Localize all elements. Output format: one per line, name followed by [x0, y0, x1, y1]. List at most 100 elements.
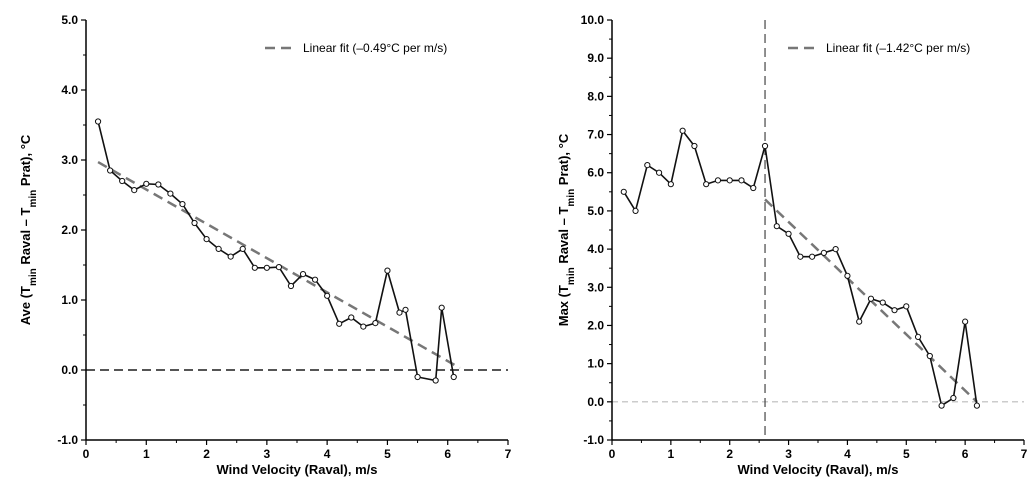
- data-point: [438, 304, 445, 311]
- legend-label: Linear fit (–1.42°C per m/s): [826, 41, 970, 55]
- data-point: [414, 373, 421, 381]
- data-point: [903, 303, 910, 310]
- data-point: [785, 230, 792, 237]
- data-point: [879, 299, 886, 306]
- data-point: [891, 307, 898, 314]
- y-tick-label: 1.0: [587, 357, 604, 371]
- data-point: [773, 223, 780, 230]
- data-point: [962, 318, 969, 325]
- data-point: [131, 187, 138, 194]
- data-point: [856, 318, 863, 325]
- x-tick-label: 3: [264, 447, 271, 461]
- data-point: [867, 295, 875, 302]
- data-series-line: [623, 128, 978, 407]
- y-tick-label: 10.0: [581, 13, 605, 27]
- data-point: [938, 402, 945, 409]
- y-tick-label: 0.0: [61, 363, 78, 377]
- data-point: [94, 118, 102, 125]
- x-tick-label: 1: [668, 447, 675, 461]
- y-axis-title-part: Raval – T: [556, 207, 571, 268]
- data-point: [644, 161, 651, 169]
- y-axis-title-part: Prat), °C: [556, 133, 571, 189]
- x-tick-label: 3: [785, 447, 792, 461]
- y-axis-title-part: Max (T: [556, 285, 571, 326]
- data-point: [679, 127, 686, 134]
- x-tick-label: 1: [143, 447, 150, 461]
- data-point: [726, 177, 733, 184]
- data-point: [107, 167, 114, 174]
- data-series-line: [97, 121, 455, 382]
- x-tick-label: 4: [844, 447, 851, 461]
- data-point: [251, 264, 258, 271]
- y-tick-label: 4.0: [61, 83, 78, 97]
- y-tick-label: 8.0: [587, 89, 604, 103]
- data-point: [167, 190, 174, 197]
- y-tick-label: 9.0: [587, 51, 604, 65]
- data-point: [820, 249, 827, 257]
- legend-label: Linear fit (–0.49°C per m/s): [303, 41, 447, 55]
- y-tick-label: -1.0: [57, 433, 78, 447]
- data-point: [703, 181, 710, 188]
- x-tick-label: 2: [203, 447, 210, 461]
- data-point: [360, 323, 367, 330]
- data-point: [299, 271, 307, 278]
- x-tick-label: 5: [903, 447, 910, 461]
- y-tick-label: 3.0: [587, 280, 604, 294]
- data-point: [384, 267, 391, 274]
- chart-ave-difference: 0 1 2 3 4 5 6 7 -1.0 0.0 1.0 2.0 3.0 4.0 5.0 Wind Veloc…: [18, 13, 512, 477]
- y-tick-label: 5.0: [587, 204, 604, 218]
- data-point: [324, 292, 331, 299]
- x-axis-title: Wind Velocity (Raval), m/s: [738, 462, 899, 477]
- data-point: [832, 245, 839, 253]
- y-axis-title-subscript: min: [566, 267, 577, 285]
- data-point: [227, 253, 234, 260]
- data-point: [738, 177, 745, 184]
- data-point: [239, 245, 246, 252]
- y-tick-label: 7.0: [587, 128, 604, 142]
- y-tick-label: 0.0: [587, 395, 604, 409]
- y-axis-title-part: Prat), °C: [18, 134, 33, 190]
- x-tick-label: 2: [726, 447, 733, 461]
- data-point: [914, 333, 922, 341]
- data-point: [973, 402, 981, 409]
- y-axis-title: Ave (Tmin Raval – Tmin Prat), °C: [18, 134, 39, 325]
- x-tick-label: 6: [962, 447, 969, 461]
- x-axis-title: Wind Velocity (Raval), m/s: [217, 462, 378, 477]
- y-axis-title-part: Ave (T: [18, 286, 33, 325]
- y-tick-label: 3.0: [61, 153, 78, 167]
- x-tick-label: 4: [324, 447, 331, 461]
- data-point: [287, 282, 295, 290]
- y-axis-title-subscript: min: [566, 189, 577, 207]
- data-point: [432, 377, 439, 384]
- data-point: [402, 306, 409, 313]
- data-point: [155, 181, 162, 188]
- y-tick-label: -1.0: [583, 433, 604, 447]
- data-point: [348, 314, 355, 321]
- data-point: [950, 394, 957, 402]
- y-tick-label: 5.0: [61, 13, 78, 27]
- y-tick-label: 6.0: [587, 166, 604, 180]
- data-point: [263, 264, 270, 271]
- data-point: [215, 245, 222, 252]
- y-axis-title-subscript: min: [28, 190, 39, 208]
- x-tick-label: 0: [83, 447, 90, 461]
- y-tick-label: 4.0: [587, 242, 604, 256]
- data-point: [655, 169, 663, 176]
- data-point: [336, 320, 343, 327]
- data-point: [714, 177, 722, 184]
- y-tick-label: 1.0: [61, 293, 78, 307]
- data-point: [119, 177, 126, 185]
- y-axis-title-part: Raval – T: [18, 207, 33, 268]
- data-point: [179, 201, 186, 208]
- y-tick-label: 2.0: [587, 318, 604, 332]
- data-point: [275, 264, 283, 271]
- data-point: [761, 142, 769, 150]
- data-point: [191, 219, 198, 227]
- x-tick-label: 5: [384, 447, 391, 461]
- data-point: [311, 276, 319, 283]
- y-axis-title-subscript: min: [28, 268, 39, 286]
- y-axis-title: Max (Tmin Raval – Tmin Prat), °C: [556, 133, 577, 326]
- data-point: [396, 309, 403, 316]
- data-point: [797, 253, 804, 260]
- data-point: [143, 180, 150, 187]
